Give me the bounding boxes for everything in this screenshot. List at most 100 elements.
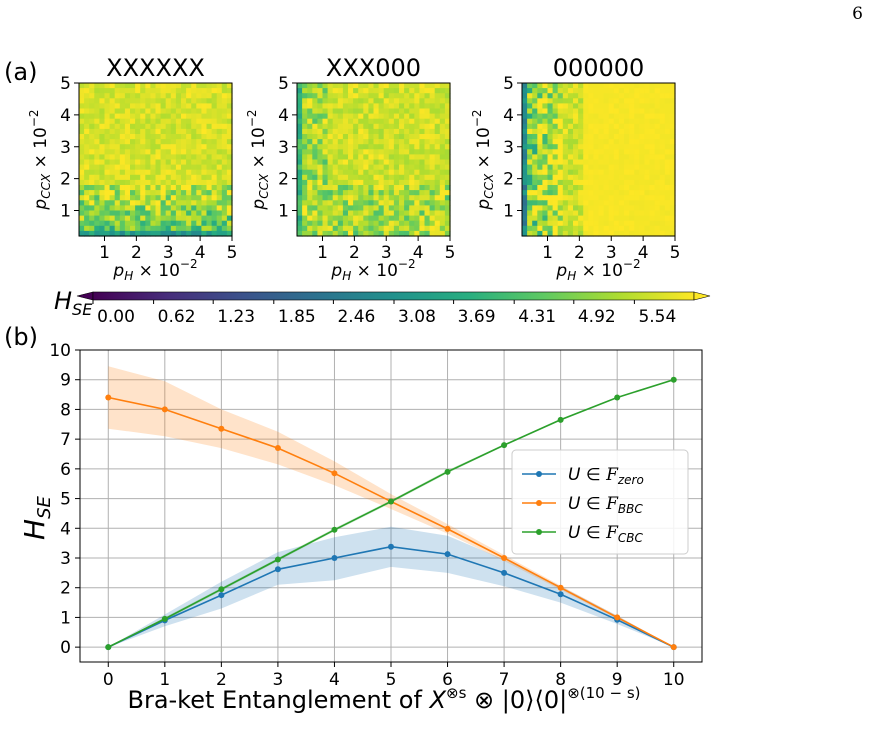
heatmap-cell — [216, 98, 223, 104]
heatmap-cell — [368, 185, 375, 191]
heatmap-cell — [114, 144, 121, 150]
heatmap-cell — [639, 93, 645, 99]
heatmap-cell — [191, 174, 197, 181]
heatmap-cell — [378, 159, 385, 166]
heatmap-cell — [593, 174, 600, 181]
heatmap-cell — [327, 154, 334, 161]
data-point — [557, 591, 564, 598]
heatmap-cell — [439, 108, 446, 115]
heatmap-cell — [302, 185, 308, 191]
heatmap-cell — [434, 93, 441, 99]
heatmap-cell — [404, 205, 410, 212]
heatmap-cell — [368, 215, 375, 222]
colorbar-tick-label: 0.00 — [97, 307, 135, 327]
heatmap-cell — [669, 169, 676, 176]
heatmap-cell — [312, 154, 318, 161]
heatmap-cell — [124, 149, 131, 155]
heatmap-cell — [532, 210, 538, 217]
heatmap-cell — [216, 103, 223, 110]
heatmap-cell — [196, 108, 202, 115]
x-axis-label-mid: ⊗ |0⟩⟨0| — [466, 686, 567, 714]
heatmap-cell — [644, 108, 651, 115]
heatmap-cell — [522, 225, 528, 232]
heatmap-cell — [388, 179, 395, 186]
heatmap-cell — [175, 190, 182, 196]
heatmap-cell — [368, 149, 375, 155]
heatmap-cell — [598, 169, 605, 176]
heatmap-cell — [211, 179, 218, 186]
heatmap-cell — [608, 83, 615, 89]
heatmap-cell — [124, 83, 131, 89]
heatmap-cell — [522, 200, 528, 206]
heatmap-cell — [186, 128, 192, 135]
heatmap-cell — [348, 210, 354, 217]
heatmap-cell — [399, 230, 405, 237]
heatmap-cell — [654, 195, 661, 201]
heatmap-cell — [211, 88, 218, 94]
heatmap-cell — [99, 174, 106, 181]
heatmap-cell — [649, 205, 656, 212]
heatmap-cell — [598, 123, 605, 130]
heatmap-cell — [317, 230, 324, 237]
heatmap-cell — [155, 144, 162, 150]
heatmap-cell — [226, 220, 233, 227]
heatmap-cell — [434, 159, 441, 166]
heatmap-cell — [181, 123, 187, 130]
heatmap-cell — [114, 205, 121, 212]
heatmap-cell — [327, 190, 334, 196]
heatmap-cell — [419, 134, 426, 140]
heatmap-cell — [542, 205, 549, 212]
heatmap-cell — [140, 154, 146, 161]
heatmap-cell — [608, 230, 615, 237]
heatmap-cell — [130, 154, 136, 161]
heatmap-cell — [414, 134, 420, 140]
heatmap-cell — [532, 159, 538, 166]
heatmap-cell — [307, 88, 313, 94]
heatmap-cell — [312, 113, 318, 120]
heatmap-cell — [206, 205, 213, 212]
heatmap-cell — [522, 98, 528, 104]
heatmap-cell — [562, 174, 569, 181]
heatmap-cell — [211, 83, 218, 89]
heatmap-cell — [206, 215, 213, 222]
heatmap-cell — [608, 174, 615, 181]
heatmap-cell — [383, 118, 390, 125]
heatmap-cell — [191, 205, 197, 212]
heatmap-cell — [527, 164, 533, 171]
heatmap-cell — [155, 139, 162, 145]
heatmap-cell — [165, 144, 172, 150]
heatmap-cell — [307, 83, 313, 89]
heatmap-cell — [181, 190, 187, 196]
heatmap-cell — [532, 144, 538, 150]
heatmap-cell — [424, 190, 431, 196]
heatmap-cell — [424, 149, 431, 155]
heatmap-cell — [348, 93, 354, 99]
heatmap-cell — [659, 113, 666, 120]
heatmap-cell — [109, 108, 116, 115]
heatmap-cell — [573, 205, 579, 212]
heatmap-cell — [644, 200, 651, 206]
heatmap-cell — [624, 108, 630, 115]
heatmap-cell — [322, 103, 329, 110]
heatmap-cell — [547, 98, 554, 104]
heatmap-cell — [598, 215, 605, 222]
x-tick-label: 7 — [499, 670, 510, 690]
heatmap-cell — [221, 83, 228, 89]
heatmap-cell — [578, 103, 584, 110]
heatmap-cell — [114, 225, 121, 232]
heatmap-cell — [206, 220, 213, 227]
heatmap-cell — [649, 185, 656, 191]
heatmap-cell — [424, 225, 431, 232]
heatmap-cell — [196, 195, 202, 201]
heatmap-cell — [444, 123, 451, 130]
heatmap-cell — [181, 174, 187, 181]
heatmap-cell — [562, 118, 569, 125]
heatmap-cell — [119, 169, 126, 176]
heatmap-cell — [419, 230, 426, 237]
heatmap-cell — [664, 185, 671, 191]
heatmap-cell — [216, 164, 223, 171]
heatmap-cell — [383, 88, 390, 94]
heatmap-cell — [393, 139, 400, 145]
heatmap-cell — [150, 169, 157, 176]
heatmap-cell — [84, 98, 90, 104]
